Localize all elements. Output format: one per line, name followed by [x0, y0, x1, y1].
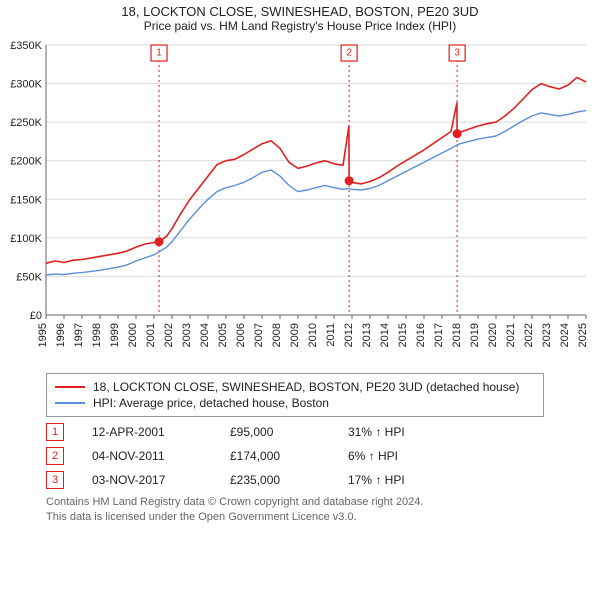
- transaction-diff: 17% ↑ HPI: [348, 473, 458, 487]
- svg-text:2017: 2017: [433, 323, 445, 347]
- svg-text:2025: 2025: [577, 323, 589, 347]
- transaction-date: 12-APR-2001: [92, 425, 202, 439]
- svg-text:1999: 1999: [109, 323, 121, 347]
- svg-text:2018: 2018: [451, 323, 463, 347]
- svg-text:1996: 1996: [55, 323, 67, 347]
- legend-swatch: [55, 386, 85, 388]
- svg-text:2013: 2013: [361, 323, 373, 347]
- svg-text:2004: 2004: [199, 323, 211, 347]
- svg-text:£0: £0: [30, 310, 42, 322]
- transaction-price: £174,000: [230, 449, 320, 463]
- transaction-marker: 3: [46, 471, 64, 489]
- svg-text:2020: 2020: [487, 323, 499, 347]
- svg-text:£350K: £350K: [10, 40, 42, 52]
- svg-text:2019: 2019: [469, 323, 481, 347]
- svg-text:2011: 2011: [325, 323, 337, 347]
- transaction-row: 3 03-NOV-2017 £235,000 17% ↑ HPI: [46, 471, 546, 489]
- svg-text:2015: 2015: [397, 323, 409, 347]
- svg-text:2003: 2003: [181, 323, 193, 347]
- svg-text:£100K: £100K: [10, 233, 42, 245]
- footnote: Contains HM Land Registry data © Crown c…: [46, 495, 596, 525]
- transaction-price: £235,000: [230, 473, 320, 487]
- legend-item: HPI: Average price, detached house, Bost…: [55, 396, 535, 410]
- svg-text:£200K: £200K: [10, 156, 42, 168]
- footnote-line: This data is licensed under the Open Gov…: [46, 510, 596, 525]
- legend-label: HPI: Average price, detached house, Bost…: [93, 396, 329, 410]
- svg-text:2006: 2006: [235, 323, 247, 347]
- svg-text:2001: 2001: [145, 323, 157, 347]
- svg-text:1: 1: [156, 48, 162, 59]
- svg-text:1995: 1995: [37, 323, 49, 347]
- legend-item: 18, LOCKTON CLOSE, SWINESHEAD, BOSTON, P…: [55, 380, 535, 394]
- svg-text:2024: 2024: [559, 323, 571, 347]
- footnote-line: Contains HM Land Registry data © Crown c…: [46, 495, 596, 510]
- svg-text:2022: 2022: [523, 323, 535, 347]
- svg-text:£300K: £300K: [10, 79, 42, 91]
- svg-text:2023: 2023: [541, 323, 553, 347]
- transaction-diff: 31% ↑ HPI: [348, 425, 458, 439]
- transaction-marker: 2: [46, 447, 64, 465]
- chart-title: 18, LOCKTON CLOSE, SWINESHEAD, BOSTON, P…: [4, 4, 596, 19]
- chart-svg: £0 £50K £100K £150K £200K £250K £300K £350K 1 2 3 1…: [4, 37, 594, 367]
- transaction-date: 03-NOV-2017: [92, 473, 202, 487]
- svg-text:1997: 1997: [73, 323, 85, 347]
- svg-text:2000: 2000: [127, 323, 139, 347]
- transaction-row: 2 04-NOV-2011 £174,000 6% ↑ HPI: [46, 447, 546, 465]
- legend-swatch: [55, 402, 85, 404]
- svg-text:3: 3: [454, 48, 460, 59]
- svg-text:2012: 2012: [343, 323, 355, 347]
- transaction-row: 1 12-APR-2001 £95,000 31% ↑ HPI: [46, 423, 546, 441]
- svg-text:2008: 2008: [271, 323, 283, 347]
- svg-text:2009: 2009: [289, 323, 301, 347]
- transaction-price: £95,000: [230, 425, 320, 439]
- svg-text:1998: 1998: [91, 323, 103, 347]
- line-chart: £0 £50K £100K £150K £200K £250K £300K £350K 1 2 3 1…: [4, 37, 594, 367]
- transaction-date: 04-NOV-2011: [92, 449, 202, 463]
- svg-text:2007: 2007: [253, 323, 265, 347]
- svg-text:2016: 2016: [415, 323, 427, 347]
- chart-subtitle: Price paid vs. HM Land Registry's House …: [4, 19, 596, 33]
- svg-text:2014: 2014: [379, 323, 391, 347]
- legend: 18, LOCKTON CLOSE, SWINESHEAD, BOSTON, P…: [46, 373, 544, 417]
- svg-text:£50K: £50K: [16, 271, 42, 283]
- transaction-marker: 1: [46, 423, 64, 441]
- legend-label: 18, LOCKTON CLOSE, SWINESHEAD, BOSTON, P…: [93, 380, 519, 394]
- transaction-diff: 6% ↑ HPI: [348, 449, 458, 463]
- svg-text:2005: 2005: [217, 323, 229, 347]
- svg-text:2: 2: [346, 48, 352, 59]
- svg-text:£150K: £150K: [10, 194, 42, 206]
- svg-text:£250K: £250K: [10, 117, 42, 129]
- svg-text:2002: 2002: [163, 323, 175, 347]
- transaction-table: 1 12-APR-2001 £95,000 31% ↑ HPI 2 04-NOV-2011…: [46, 423, 546, 489]
- svg-text:2010: 2010: [307, 323, 319, 347]
- svg-text:2021: 2021: [505, 323, 517, 347]
